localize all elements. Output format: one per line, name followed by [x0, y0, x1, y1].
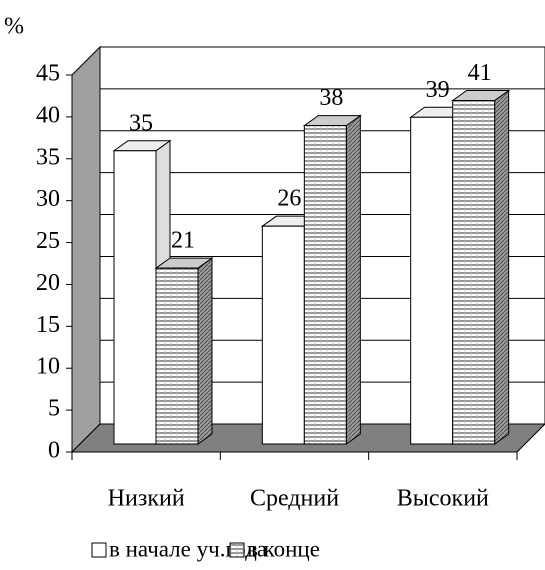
y-tick-label: 25 — [36, 228, 60, 254]
bar-side — [494, 89, 510, 445]
bar — [113, 150, 157, 445]
bar — [261, 225, 305, 445]
y-tick-label: 15 — [36, 312, 60, 338]
legend-swatch — [91, 542, 107, 558]
y-tick-label: 35 — [36, 144, 60, 170]
legend-swatch — [229, 542, 245, 558]
y-tick-label: 10 — [36, 354, 60, 380]
y-tick-label: 20 — [36, 270, 60, 296]
y-tick-label: 40 — [36, 102, 60, 128]
y-tick-label: 0 — [48, 438, 60, 464]
bar — [155, 267, 199, 445]
x-tick-label: Низкий — [108, 486, 185, 512]
bar-side — [197, 257, 213, 445]
value-label: 21 — [171, 228, 195, 254]
left-wall — [71, 45, 101, 454]
value-label: 41 — [468, 60, 492, 86]
bar-side — [345, 114, 361, 445]
x-tick-label: Высокий — [397, 486, 489, 512]
y-tick-label: 5 — [48, 396, 60, 422]
value-label: 39 — [426, 77, 450, 103]
legend-label: в конце — [247, 536, 320, 561]
value-label: 38 — [319, 85, 343, 111]
y-axis-label: % — [4, 14, 24, 40]
x-tick-label: Средний — [250, 486, 339, 512]
bar — [410, 116, 454, 445]
bar — [452, 100, 496, 445]
bar — [303, 125, 347, 445]
y-tick-label: 45 — [36, 61, 60, 87]
y-tick-label: 30 — [36, 186, 60, 212]
value-label: 26 — [277, 186, 301, 212]
value-label: 35 — [129, 110, 153, 136]
